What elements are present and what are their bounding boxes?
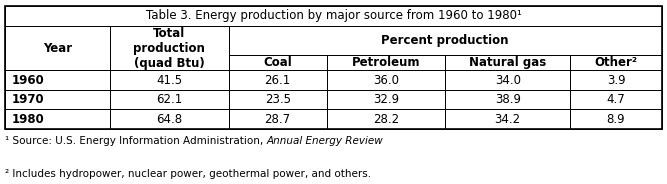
Text: ² Includes hydropower, nuclear power, geothermal power, and others.: ² Includes hydropower, nuclear power, ge… <box>5 169 372 179</box>
Text: 32.9: 32.9 <box>373 93 399 106</box>
Text: Other²: Other² <box>594 56 638 69</box>
Bar <box>229 109 327 129</box>
Text: 3.9: 3.9 <box>607 73 625 86</box>
Text: ¹ Source: U.S. Energy Information Administration,: ¹ Source: U.S. Energy Information Admini… <box>5 136 267 146</box>
Bar <box>5 6 662 129</box>
Text: Percent production: Percent production <box>382 34 509 47</box>
Bar <box>570 109 662 129</box>
Bar <box>5 26 110 70</box>
Bar <box>229 90 327 109</box>
Text: Table 3. Energy production by major source from 1960 to 1980¹: Table 3. Energy production by major sour… <box>145 9 522 22</box>
Bar <box>110 26 229 70</box>
Bar <box>445 55 570 70</box>
Bar <box>5 70 110 90</box>
Text: 28.7: 28.7 <box>265 113 291 125</box>
Text: 28.2: 28.2 <box>373 113 399 125</box>
Text: 1960: 1960 <box>12 73 45 86</box>
Text: 8.9: 8.9 <box>607 113 625 125</box>
Bar <box>229 70 327 90</box>
Text: Annual Energy Review: Annual Energy Review <box>267 136 384 146</box>
Bar <box>110 90 229 109</box>
Bar <box>110 109 229 129</box>
Text: Year: Year <box>43 42 72 54</box>
Text: 1980: 1980 <box>12 113 45 125</box>
Text: 38.9: 38.9 <box>495 93 521 106</box>
Text: 36.0: 36.0 <box>373 73 399 86</box>
Text: 41.5: 41.5 <box>156 73 183 86</box>
Text: Natural gas: Natural gas <box>469 56 546 69</box>
Text: Total
production
(quad Btu): Total production (quad Btu) <box>133 26 205 70</box>
Bar <box>327 90 445 109</box>
Bar <box>5 109 110 129</box>
Text: 64.8: 64.8 <box>156 113 183 125</box>
Text: 1970: 1970 <box>12 93 45 106</box>
Bar <box>229 55 327 70</box>
Text: Petroleum: Petroleum <box>352 56 420 69</box>
Bar <box>327 70 445 90</box>
Text: 34.0: 34.0 <box>495 73 521 86</box>
Bar <box>445 90 570 109</box>
Text: 34.2: 34.2 <box>495 113 521 125</box>
Text: 23.5: 23.5 <box>265 93 291 106</box>
Text: 62.1: 62.1 <box>156 93 183 106</box>
Bar <box>5 6 662 26</box>
Bar <box>327 55 445 70</box>
Bar <box>570 70 662 90</box>
Bar <box>445 70 570 90</box>
Bar <box>570 90 662 109</box>
Text: 4.7: 4.7 <box>606 93 626 106</box>
Text: 26.1: 26.1 <box>265 73 291 86</box>
Bar <box>5 90 110 109</box>
Bar <box>327 109 445 129</box>
Bar <box>110 70 229 90</box>
Bar <box>229 26 662 55</box>
Text: Coal: Coal <box>263 56 292 69</box>
Bar <box>445 109 570 129</box>
Bar <box>570 55 662 70</box>
